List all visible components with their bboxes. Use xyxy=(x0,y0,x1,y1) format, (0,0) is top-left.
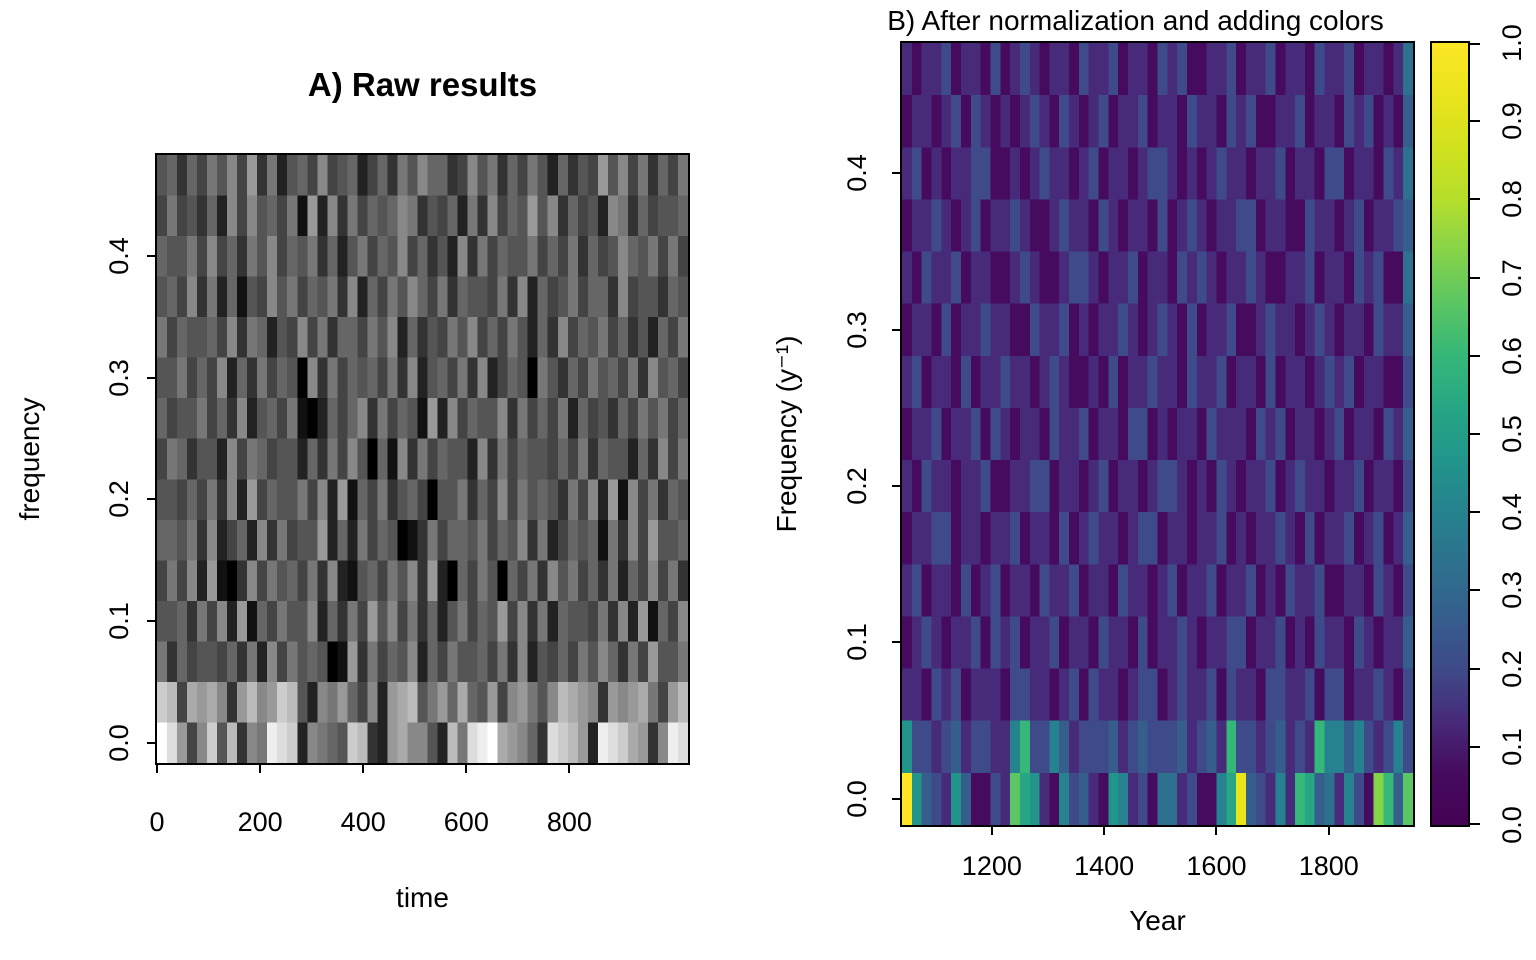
axis-tick-mark xyxy=(465,763,468,773)
axis-tick-mark xyxy=(259,763,262,773)
axis-tick-mark xyxy=(892,797,902,800)
axis-tick-mark xyxy=(1468,198,1480,201)
axis-tick-label: 0.2 xyxy=(104,480,134,519)
axis-tick-mark xyxy=(1468,511,1480,514)
axis-tick-mark xyxy=(1468,667,1480,670)
panel-b-x-axis-label: Year xyxy=(1129,905,1186,936)
axis-tick-mark xyxy=(1468,589,1480,592)
axis-tick-mark xyxy=(1468,433,1480,435)
panel-a-x-axis-label: time xyxy=(396,882,449,913)
axis-tick-label: 0.0 xyxy=(842,780,872,818)
axis-tick-mark xyxy=(147,741,157,744)
axis-tick-mark xyxy=(1468,354,1480,357)
axis-tick-label: 0.2 xyxy=(842,467,872,505)
axis-tick-label: 1800 xyxy=(1298,851,1359,881)
axis-tick-mark xyxy=(1468,823,1480,825)
panel-a-heatmap-cells xyxy=(157,155,688,763)
panel-b-heatmap xyxy=(900,41,1415,827)
panel-a-y-axis-label: frequency xyxy=(14,397,45,521)
panel-b-y-axis-label: Frequency (y⁻¹) xyxy=(771,335,802,533)
axis-tick-label: 1400 xyxy=(1074,851,1135,881)
axis-tick-mark xyxy=(892,641,902,644)
axis-tick-mark xyxy=(1468,120,1480,123)
axis-tick-label: 800 xyxy=(546,807,592,837)
axis-tick-mark xyxy=(1103,825,1106,835)
axis-tick-label: 200 xyxy=(237,807,283,837)
axis-tick-mark xyxy=(147,376,157,379)
axis-tick-mark xyxy=(147,255,157,258)
panel-b-heatmap-cells xyxy=(902,43,1413,825)
axis-tick-mark xyxy=(892,172,902,175)
axis-tick-label: 1.0 xyxy=(1497,24,1527,62)
axis-tick-mark xyxy=(147,620,157,623)
axis-tick-label: 0.4 xyxy=(842,154,872,193)
axis-tick-label: 0.3 xyxy=(842,310,872,349)
axis-tick-mark xyxy=(1215,825,1218,835)
panel-a-heatmap xyxy=(155,153,690,765)
axis-tick-mark xyxy=(147,498,157,501)
axis-tick-label: 600 xyxy=(443,807,489,837)
axis-tick-label: 0.0 xyxy=(104,723,134,762)
axis-tick-label: 0.1 xyxy=(104,602,134,640)
axis-tick-label: 0 xyxy=(149,807,165,837)
axis-tick-mark xyxy=(1468,43,1480,45)
axis-tick-mark xyxy=(362,763,365,773)
axis-tick-label: 1200 xyxy=(961,851,1022,881)
axis-tick-label: 0.1 xyxy=(842,623,872,662)
axis-tick-mark xyxy=(1468,276,1480,279)
panel-b-title: B) After normalization and adding colors xyxy=(887,5,1384,36)
axis-tick-label: 1600 xyxy=(1186,851,1247,881)
axis-tick-mark xyxy=(892,485,902,488)
axis-tick-label: 0.4 xyxy=(104,237,134,276)
axis-tick-label: 400 xyxy=(340,807,386,837)
axis-tick-mark xyxy=(892,328,902,331)
axis-tick-mark xyxy=(568,763,571,773)
colorbar-gradient xyxy=(1430,41,1470,827)
axis-tick-label: 0.3 xyxy=(104,359,134,397)
axis-tick-mark xyxy=(1468,745,1480,748)
axis-tick-mark xyxy=(990,825,993,835)
axis-tick-mark xyxy=(156,763,158,773)
panel-a-title: A) Raw results xyxy=(307,66,538,103)
axis-tick-mark xyxy=(1327,825,1330,835)
